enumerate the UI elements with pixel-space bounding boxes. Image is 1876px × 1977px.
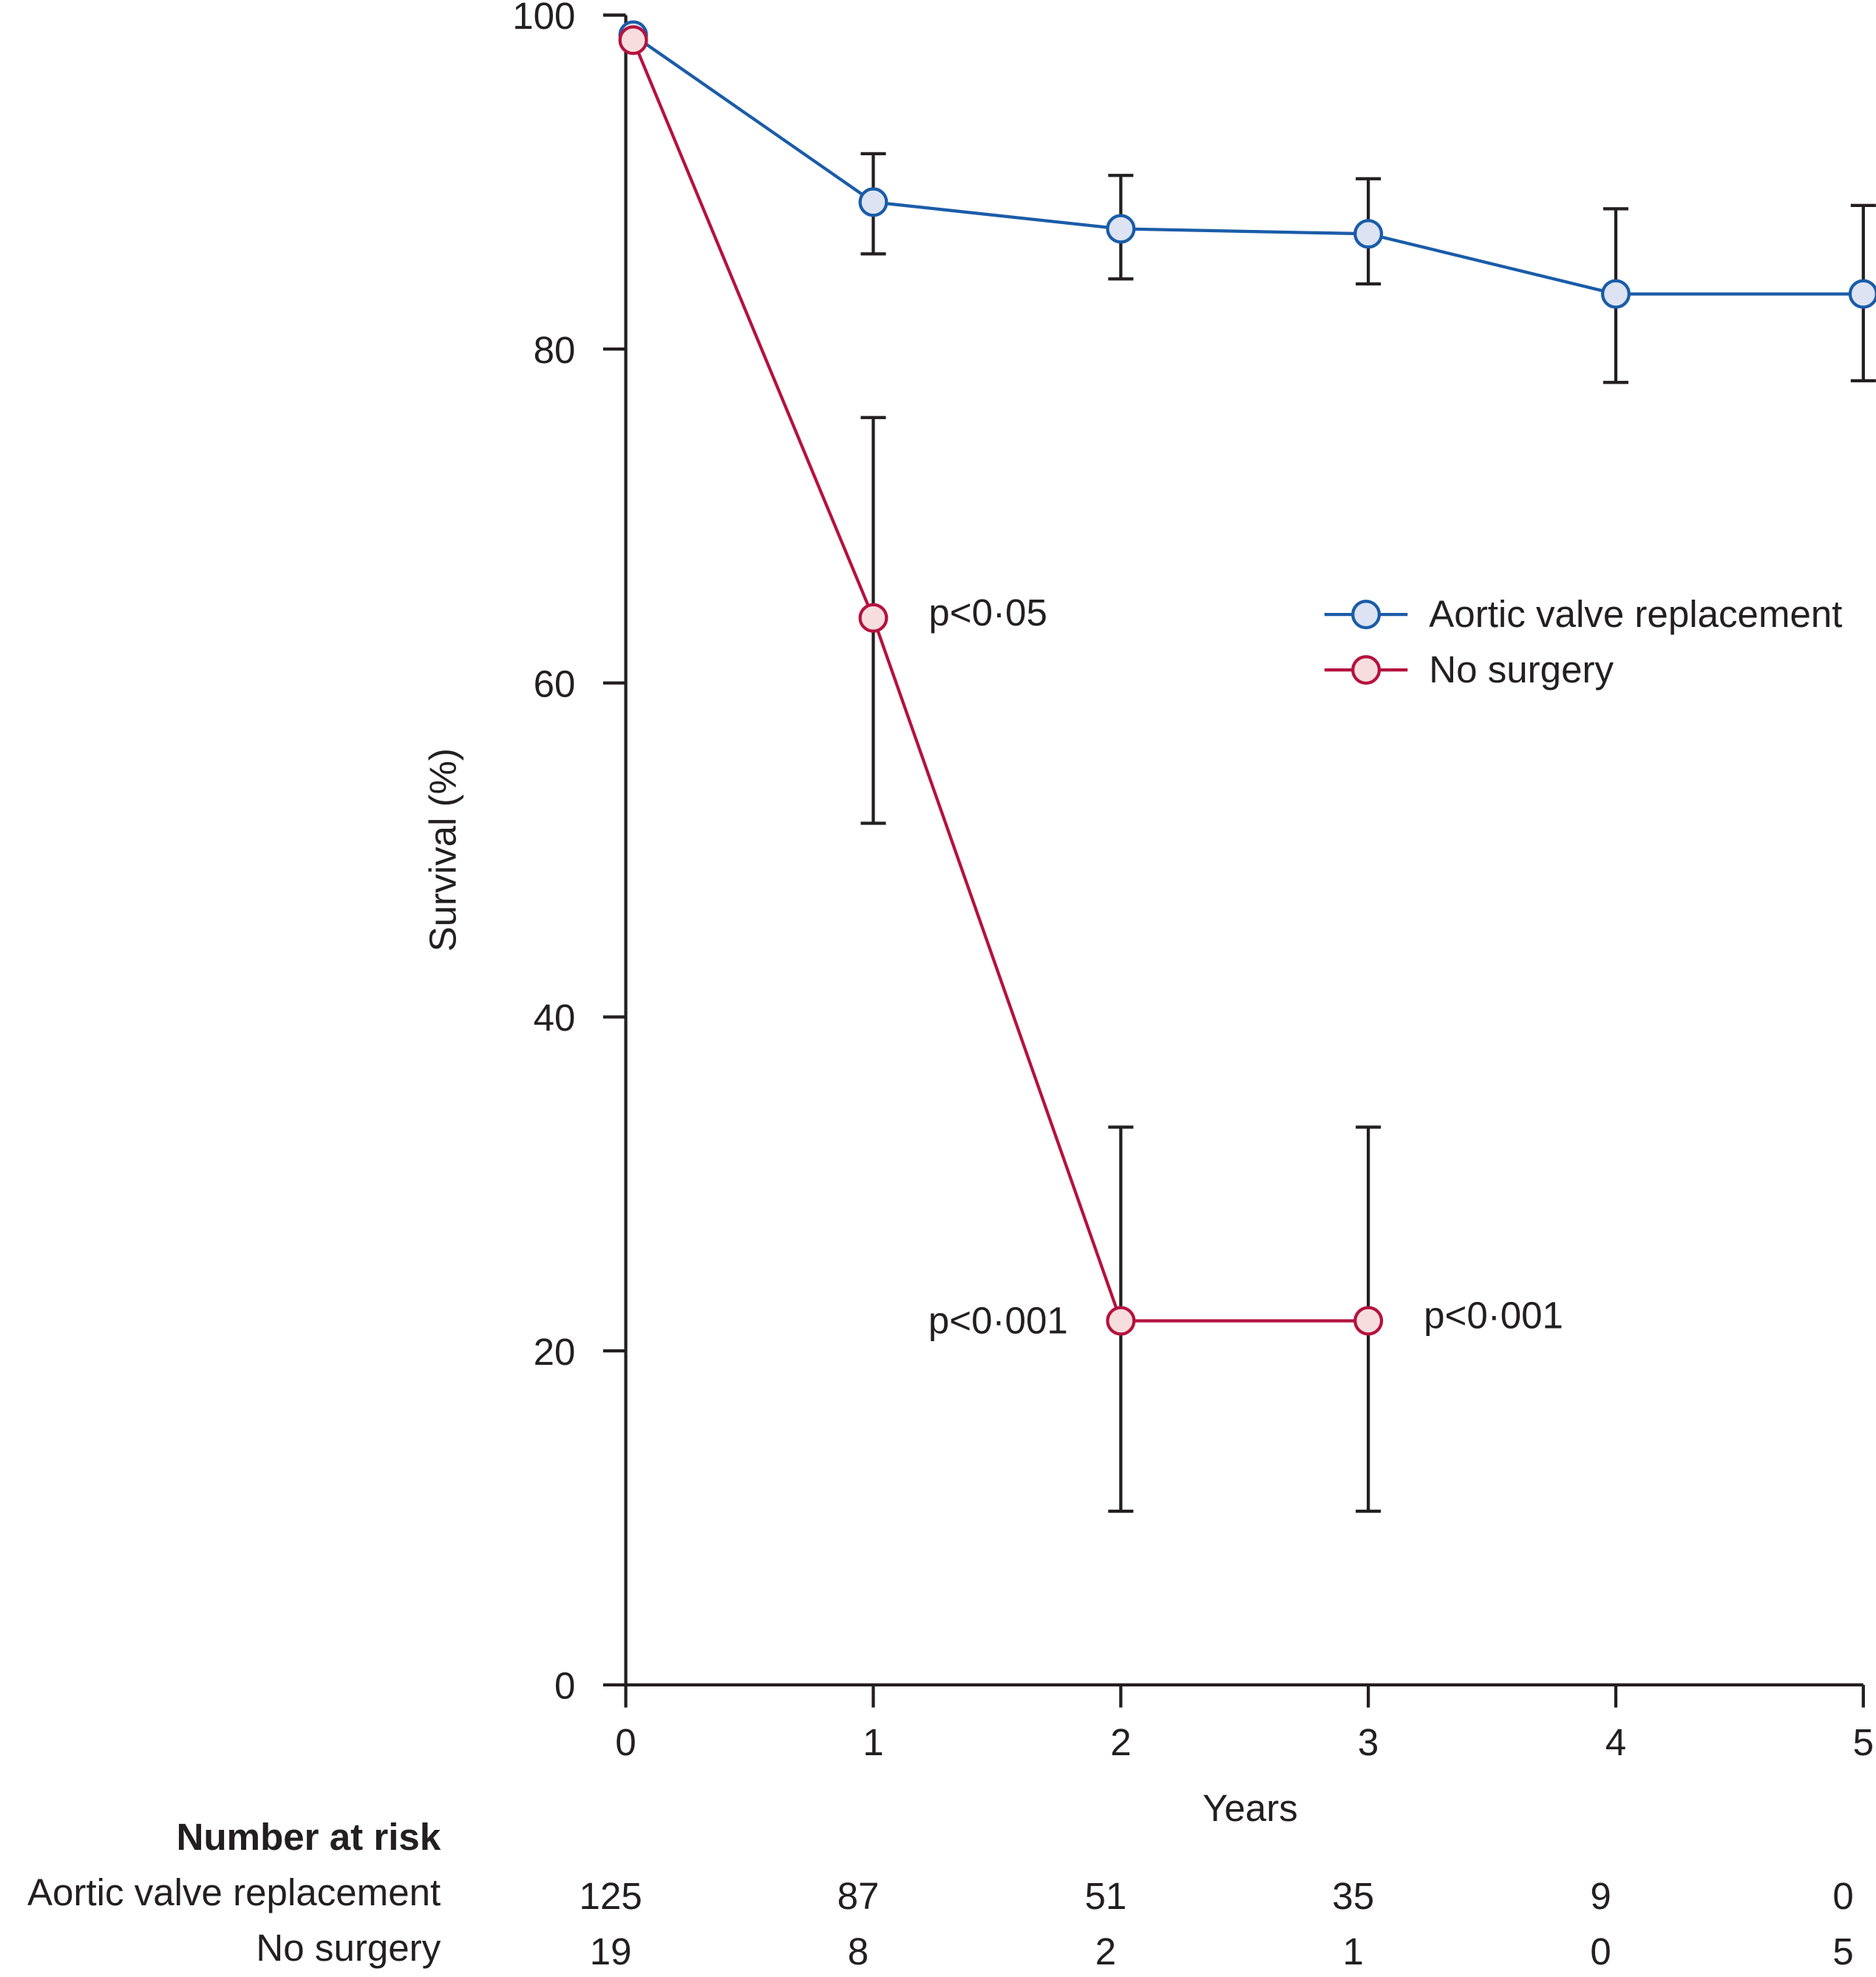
annotations: p<0·05 p<0·001 p<0·001 [928,591,1563,1342]
x-tick-label: 4 [1605,1721,1626,1763]
risk-table: Number at risk Aortic valve replacement 1… [27,1816,1854,1973]
data-point [1106,214,1136,244]
series-lines [631,33,1863,1323]
risk-value: 51 [1084,1875,1126,1917]
y-tick-label: 0 [554,1665,575,1707]
risk-value: 87 [837,1875,880,1917]
legend-marker [1351,600,1381,630]
risk-value: 0 [1590,1930,1611,1973]
series-line [632,33,1863,296]
y-tick-label: 20 [534,1331,576,1373]
p-value-annotation: p<0·001 [1424,1295,1563,1337]
risk-value: 125 [580,1875,642,1917]
data-point [858,603,888,633]
data-point [1353,219,1384,249]
x-axis-label: Years [1203,1787,1298,1829]
x-tick-label: 5 [1853,1721,1874,1763]
x-tick-label: 1 [863,1721,883,1763]
y-tick-label: 60 [534,663,576,705]
y-axis-label: Survival (%) [422,748,464,952]
x-tick-label: 3 [1358,1721,1379,1763]
series-line [631,39,1369,1323]
risk-value: 1 [1342,1930,1363,1973]
risk-value: 9 [1590,1875,1611,1917]
risk-value: 19 [590,1930,632,1973]
x-tick-label: 2 [1110,1721,1131,1763]
risk-value: 8 [848,1930,869,1973]
data-point [1848,279,1876,309]
risk-value: 2 [1095,1930,1116,1973]
risk-row-label: Aortic valve replacement [27,1871,441,1913]
p-value-annotation: p<0·05 [928,591,1047,634]
legend-label: Aortic valve replacement [1429,593,1842,635]
data-point [1353,1306,1384,1336]
risk-row-label: No surgery [256,1927,441,1969]
risk-table-title: Number at risk [177,1816,441,1858]
legend-label: No surgery [1429,648,1614,691]
y-tick-label: 100 [512,0,575,37]
y-tick-label: 40 [534,997,576,1039]
legend-marker [1351,655,1381,685]
data-points [618,20,1876,1336]
p-value-annotation: p<0·001 [928,1300,1068,1342]
x-tick-label: 0 [615,1721,636,1763]
data-point [618,25,648,55]
data-point [1600,279,1631,309]
axes: 0 20 40 60 80 100 0 1 2 3 4 5 [512,0,1874,1763]
y-tick-label: 80 [534,329,576,371]
legend: Aortic valve replacement No surgery [1324,593,1843,691]
risk-value: 5 [1832,1930,1853,1973]
risk-value: 35 [1332,1875,1374,1917]
risk-value: 0 [1832,1875,1853,1917]
data-point [1106,1306,1136,1336]
data-point [858,187,888,217]
